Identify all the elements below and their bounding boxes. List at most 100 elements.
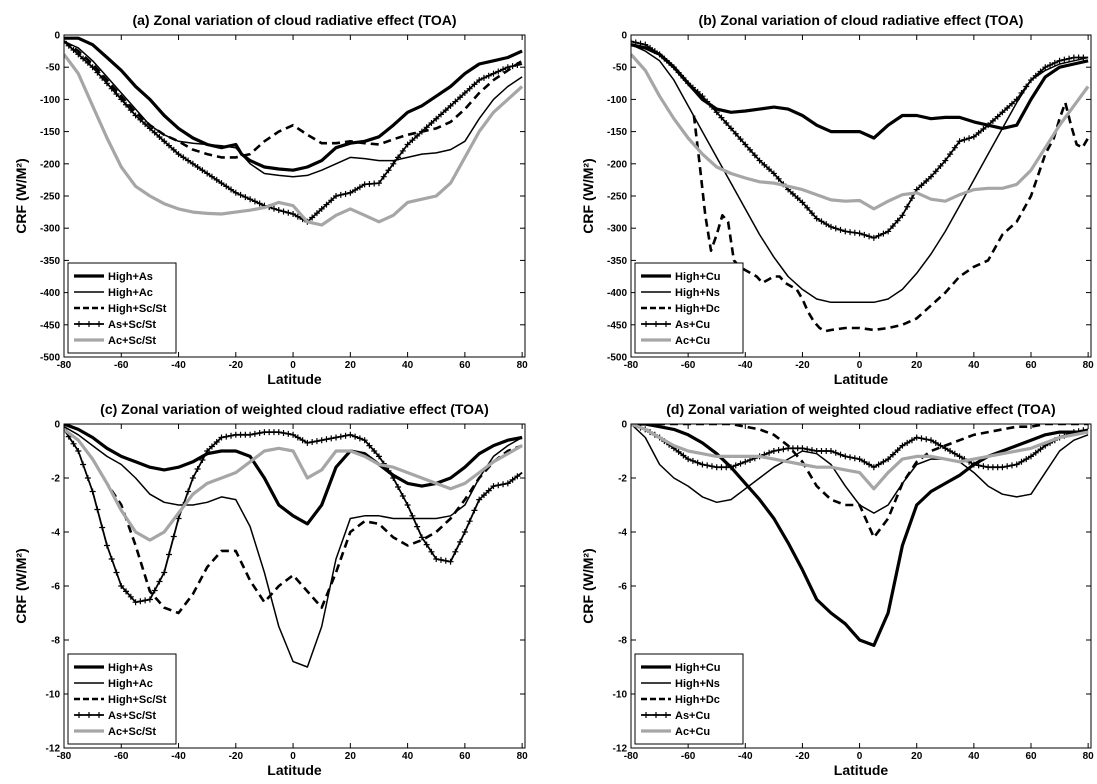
- series-marker: [1080, 54, 1087, 61]
- series-marker: [175, 515, 182, 522]
- x-tick-label: -40: [171, 360, 186, 371]
- series-marker: [751, 152, 758, 159]
- series-marker: [737, 460, 744, 467]
- x-tick-label: -40: [738, 751, 753, 762]
- series-marker: [875, 461, 882, 468]
- legend-marker: [653, 321, 659, 327]
- y-tick-label: -400: [40, 288, 60, 299]
- series-line-high-ac: [64, 426, 523, 668]
- series-marker: [514, 473, 521, 480]
- x-tick-label: -60: [681, 751, 696, 762]
- series-marker: [309, 214, 316, 221]
- series-marker: [1018, 458, 1025, 465]
- series-marker: [789, 190, 796, 197]
- series-marker: [485, 487, 492, 494]
- y-tick-label: -250: [607, 192, 627, 203]
- y-tick-label: -2: [618, 474, 627, 485]
- series-marker: [123, 101, 130, 108]
- chart-title: (c) Zonal variation of weighted cloud ra…: [100, 401, 489, 417]
- x-tick-label: -60: [114, 751, 129, 762]
- series-marker: [313, 438, 320, 445]
- series-marker: [504, 64, 511, 71]
- legend-marker: [76, 712, 82, 718]
- series-marker: [433, 115, 440, 122]
- series-marker: [170, 533, 177, 540]
- series-marker: [466, 518, 473, 525]
- series-marker: [637, 40, 644, 47]
- series-marker: [1023, 456, 1030, 463]
- panel-c: (c) Zonal variation of weighted cloud ra…: [13, 401, 528, 778]
- series-marker: [275, 207, 282, 214]
- series-marker: [64, 38, 67, 45]
- series-marker: [680, 452, 687, 459]
- series-marker: [385, 167, 392, 174]
- series-marker: [228, 432, 235, 439]
- series-marker: [423, 541, 430, 548]
- series-marker: [347, 189, 354, 196]
- series-marker: [647, 44, 654, 51]
- series-marker: [908, 437, 915, 444]
- y-tick-label: -250: [40, 192, 60, 203]
- series-marker: [495, 482, 502, 489]
- series-marker: [856, 456, 863, 463]
- series-marker: [904, 439, 911, 446]
- series-marker: [1037, 446, 1044, 453]
- legend-label: High+Ac: [108, 678, 153, 690]
- series-marker: [480, 492, 487, 499]
- series-marker: [161, 569, 168, 576]
- legend: High+As High+Ac High+Sc/St As+Sc/St Ac+Sc/St: [67, 653, 177, 745]
- series-marker: [670, 64, 677, 71]
- series-marker: [500, 481, 507, 488]
- series-marker: [651, 48, 658, 55]
- legend-marker: [76, 321, 82, 327]
- series-marker: [375, 453, 382, 460]
- series-marker: [509, 63, 516, 70]
- series-marker: [103, 80, 110, 87]
- series-marker: [656, 51, 663, 58]
- series-marker: [928, 173, 934, 180]
- series-marker: [204, 448, 211, 454]
- series-marker: [699, 461, 706, 468]
- series-marker: [447, 102, 454, 109]
- series-marker: [476, 77, 483, 84]
- legend-marker: [86, 712, 92, 718]
- series-marker: [84, 59, 91, 66]
- legend-label: High+Cu: [675, 662, 721, 674]
- series-marker: [89, 488, 96, 495]
- x-tick-label: 0: [290, 751, 296, 762]
- series-marker: [894, 217, 901, 224]
- series-marker: [80, 55, 87, 62]
- y-tick-label: -400: [607, 288, 627, 299]
- series-marker: [818, 218, 825, 225]
- x-tick-label: -80: [57, 360, 72, 371]
- series-line-high-as: [64, 36, 523, 172]
- series-marker: [675, 448, 682, 455]
- series-marker: [490, 483, 497, 490]
- series-marker: [461, 89, 468, 96]
- series-marker: [804, 446, 811, 453]
- series-marker: [661, 55, 668, 62]
- series-marker: [323, 436, 330, 443]
- series-line-high-as: [64, 424, 523, 526]
- series-marker: [766, 166, 773, 173]
- series-line-ac-cu: [631, 424, 1089, 491]
- series-marker: [414, 523, 421, 530]
- series-marker: [480, 74, 487, 81]
- series-marker: [457, 94, 464, 101]
- series-marker: [937, 162, 944, 169]
- series-marker: [885, 228, 892, 235]
- series-marker: [770, 448, 777, 454]
- x-tick-label: 0: [857, 360, 863, 371]
- series-marker: [399, 147, 406, 154]
- series-marker: [189, 160, 196, 167]
- legend-marker: [96, 712, 102, 718]
- series-marker: [333, 434, 340, 441]
- series-marker: [142, 597, 149, 604]
- series-marker: [223, 433, 230, 440]
- legend: High+Cu High+Ns High+Dc As+Cu Ac+Cu: [634, 653, 744, 745]
- y-tick-label: -8: [51, 636, 60, 647]
- series-marker: [452, 98, 459, 105]
- x-tick-label: -20: [795, 360, 810, 371]
- series-marker: [256, 200, 263, 207]
